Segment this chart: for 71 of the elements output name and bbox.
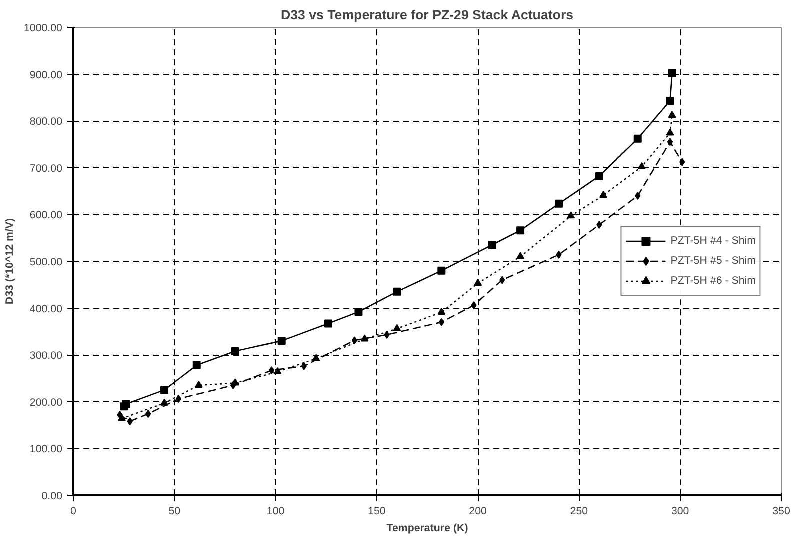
point [474,278,482,286]
point [635,192,641,200]
point [268,366,275,375]
point [438,318,444,326]
point [634,134,642,143]
point [352,336,358,345]
point [638,162,646,170]
y-tick-label: 800.00 [30,116,63,128]
point [231,347,240,356]
point [146,410,152,418]
x-tick-label: 50 [168,506,181,518]
point [438,266,446,275]
point [393,288,402,296]
point [668,110,676,118]
point [500,276,506,284]
point [556,250,562,259]
x-tick-label: 100 [266,506,285,518]
point [194,380,203,388]
point [393,324,402,332]
legend-label: PZT-5H #5 - Shim [670,255,756,267]
x-tick-label: 150 [368,506,386,518]
y-axis-title: D33 (*10^12 m/V) [4,218,16,305]
y-tick-label: 400.00 [30,303,63,316]
point [354,308,363,316]
point [666,96,674,105]
chart-title: D33 vs Temperature for PZ-29 Stack Actuators [280,8,574,22]
point [595,172,604,180]
point [160,398,169,406]
y-tick-label: 600.00 [30,210,63,222]
point [192,361,201,370]
x-axis-title: Temperature (K) [386,522,469,534]
y-tick-label: 0.00 [42,490,63,502]
legend-label: PZT-5H #6 - Shim [670,275,756,287]
point [596,220,602,229]
point [599,190,608,198]
point [516,252,525,260]
point [438,308,446,316]
point [278,337,286,346]
y-tick-label: 1000.00 [24,22,63,34]
point [680,158,686,166]
x-tick-label: 250 [570,506,588,518]
x-tick-label: 200 [469,506,488,518]
y-tick-label: 300.00 [30,350,63,362]
point [488,241,496,250]
y-tick-label: 900.00 [30,69,63,82]
point [360,334,369,342]
legend-label: PZT-5H #4 - Shim [670,235,756,247]
point [516,226,525,235]
point [554,200,563,208]
point [301,362,307,370]
x-tick-label: 350 [772,506,790,518]
point [668,69,676,78]
y-tick-label: 100.00 [30,444,63,456]
y-tick-label: 500.00 [30,256,63,268]
y-tick-label: 200.00 [30,396,63,409]
x-tick-label: 0 [70,506,77,518]
point [274,367,282,374]
y-tick-label: 700.00 [30,162,63,175]
point [122,400,130,408]
point [567,212,576,219]
point [471,301,477,310]
x-tick-label: 300 [671,506,690,518]
point [312,354,320,362]
point [667,138,674,146]
point [324,320,332,328]
point [160,386,169,394]
point [384,330,390,339]
point [118,414,126,422]
point [176,395,182,404]
point [666,128,674,136]
point [127,418,133,426]
